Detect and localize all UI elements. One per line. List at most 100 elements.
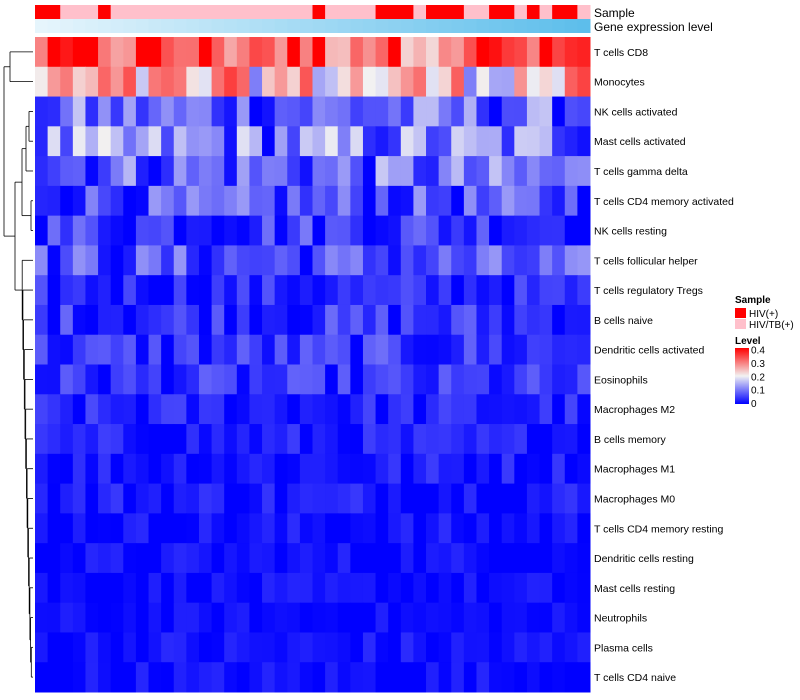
heatmap-cell [388,453,402,485]
heatmap-cell [489,394,503,425]
heatmap-cell [375,156,389,187]
heatmap-cell [198,185,213,217]
heatmap-cell [362,37,377,68]
heatmap-cell [426,156,440,187]
level-legend: Level 0.4 0.3 0.2 0.1 0 [735,336,765,410]
heatmap-cell [224,66,238,98]
heatmap-cell [173,334,187,365]
heatmap-cell [539,304,553,336]
heatmap-cell [337,632,351,663]
heatmap-cell [312,572,326,604]
heatmap-cell [186,275,200,306]
heatmap-cell [135,126,150,157]
heatmap-cell [173,364,187,395]
sample-annotation-cell [552,5,566,19]
row-label: Neutrophils [594,613,647,625]
heatmap-cell [375,543,389,574]
heatmap-cell [110,602,124,633]
heatmap-cell [514,185,528,217]
heatmap-cell [274,215,288,246]
sample-annotation-cell [400,5,414,19]
heatmap-cell [135,334,150,365]
heatmap-cell [161,662,175,693]
expression-annotation-cell [123,19,137,33]
heatmap-cell [539,215,553,246]
expression-annotation-cell [224,19,238,33]
heatmap-cell [312,543,326,574]
heatmap-cell [514,66,528,98]
heatmap-cell [173,37,187,68]
heatmap-cell [249,126,263,157]
heatmap-cell [501,156,515,187]
heatmap-cell [400,572,414,604]
heatmap-cell [362,483,377,514]
heatmap-cell [72,424,86,455]
heatmap-cell [135,483,150,514]
level-legend-title: Level [735,336,761,347]
heatmap-cell [552,334,566,365]
heatmap-cell [350,156,364,187]
heatmap-cell [123,215,137,246]
level-tick-label: 0.3 [751,359,765,370]
heatmap-cell [123,364,137,395]
heatmap-cell [325,513,339,544]
heatmap-cell [375,394,389,425]
level-colorbar [735,348,749,404]
heatmap-cell [110,96,124,127]
heatmap-cell [476,245,490,276]
heatmap-cell [224,334,238,365]
heatmap-cell [438,662,452,693]
heatmap-cell [47,424,61,455]
heatmap-cell [148,334,162,365]
heatmap-cell [526,37,541,68]
row-label: Macrophages M0 [594,493,675,505]
heatmap-cell [526,96,541,127]
heatmap-cell [148,66,162,98]
heatmap-cell [110,275,124,306]
heatmap-cell [463,275,477,306]
heatmap-cell [514,424,528,455]
expression-annotation-cell [173,19,187,33]
heatmap-cell [198,96,213,127]
heatmap-cell [186,424,200,455]
heatmap-cell [262,304,276,336]
heatmap-cell [489,424,503,455]
heatmap-cell [224,126,238,157]
heatmap-cell [312,364,326,395]
heatmap-cell [426,662,440,693]
heatmap-cell [287,275,301,306]
heatmap-cell [413,245,427,276]
heatmap-cell [236,513,250,544]
heatmap-cell [514,632,528,663]
heatmap-cell [451,304,465,336]
heatmap-cell [236,453,250,485]
heatmap-cell [123,662,137,693]
heatmap-cell [274,304,288,336]
heatmap-cell [362,602,377,633]
heatmap-cell [98,483,112,514]
heatmap-cell [262,364,276,395]
heatmap-cell [400,424,414,455]
heatmap-cell [249,662,263,693]
heatmap-cell [451,215,465,246]
heatmap-cell [426,215,440,246]
heatmap-cell [526,156,541,187]
heatmap-cell [224,424,238,455]
heatmap-cell [211,424,225,455]
heatmap-cell [451,602,465,633]
heatmap-cell [198,37,213,68]
heatmap-cell [539,602,553,633]
heatmap-cell [400,394,414,425]
sample-annotation-cell [539,5,553,19]
heatmap-cell [577,215,591,246]
expression-annotation-cell [400,19,414,33]
sample-annotation-cell [489,5,503,19]
heatmap-cell [514,513,528,544]
heatmap-cell [72,275,86,306]
heatmap-cell [312,483,326,514]
heatmap-cell [262,37,276,68]
heatmap-cell [312,156,326,187]
heatmap-cell [350,37,364,68]
heatmap-cell [110,483,124,514]
row-label: Dendritic cells activated [594,345,704,357]
